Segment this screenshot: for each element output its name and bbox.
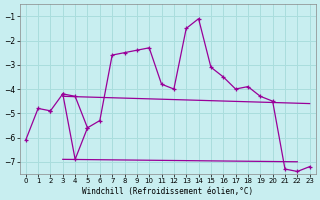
- X-axis label: Windchill (Refroidissement éolien,°C): Windchill (Refroidissement éolien,°C): [82, 187, 253, 196]
